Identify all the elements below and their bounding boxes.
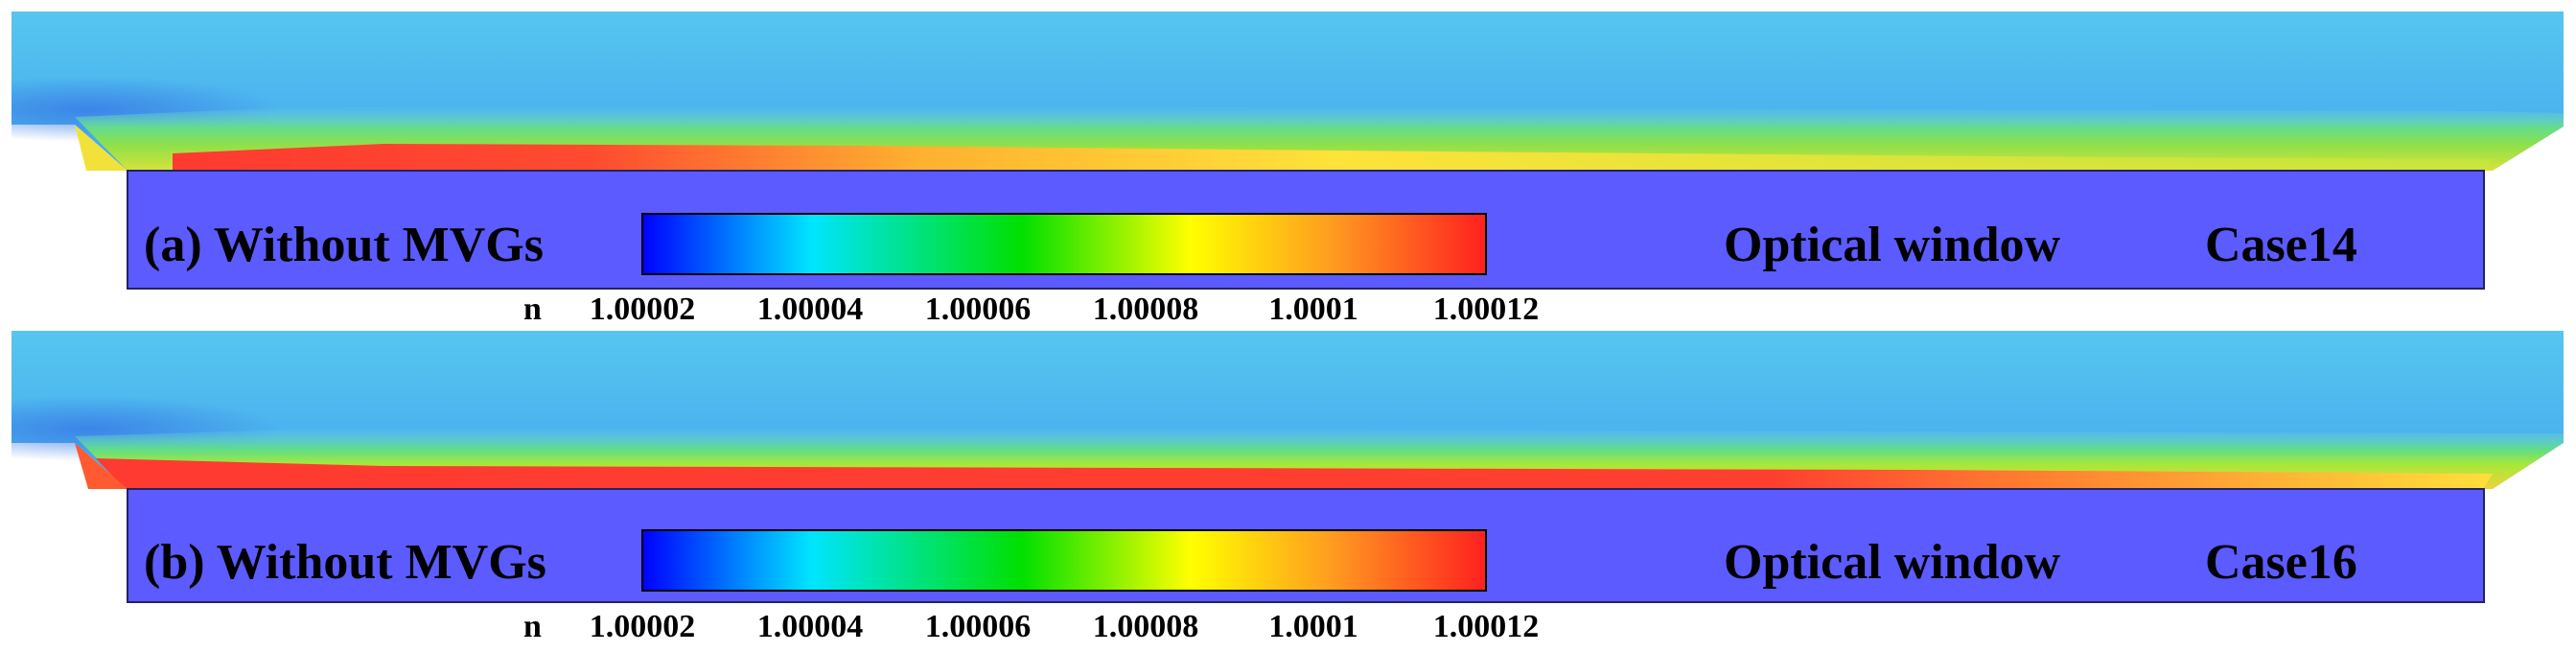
colorbar-tick-label: 1.00002: [590, 291, 696, 327]
colorbar-tick-label: 1.0001: [1268, 609, 1358, 644]
panel-label-a: (a) Without MVGs: [144, 218, 544, 272]
colorbar-tick-label: 1.00006: [925, 609, 1032, 644]
colorbar-tick-label: 1.00004: [757, 609, 864, 644]
optical-window-label-a: Optical window: [1724, 218, 2060, 272]
panel-label-b: (b) Without MVGs: [144, 535, 546, 590]
colorbar-tick-label: 1.00008: [1093, 609, 1199, 644]
optical-window-label-b: Optical window: [1724, 535, 2060, 590]
colorbar-ticks-a: 1.00002 1.00004 1.00006 1.00008 1.0001 1.0001…: [590, 291, 1540, 327]
colorbar-a: [641, 213, 1487, 275]
colorbar-tick-label: 1.00004: [757, 291, 864, 327]
colorbar-symbol-b: n: [523, 609, 542, 644]
case-label-a: Case14: [2205, 218, 2357, 272]
colorbar-tick-label: 1.00012: [1433, 291, 1540, 327]
panel-a: (a) Without MVGs Optical window Case14 n…: [12, 12, 2564, 327]
colorbar-tick-label: 1.0001: [1268, 291, 1358, 327]
colorbar-tick-label: 1.00006: [925, 291, 1032, 327]
case-label-b: Case16: [2205, 535, 2357, 590]
flow-field-a: [12, 12, 2564, 175]
colorbar-b: [641, 529, 1487, 592]
colorbar-tick-label: 1.00008: [1093, 291, 1199, 327]
panel-b: (b) Without MVGs Optical window Case16 n…: [12, 331, 2564, 644]
colorbar-ticks-b: 1.00002 1.00004 1.00006 1.00008 1.0001 1.0001…: [590, 609, 1540, 644]
colorbar-symbol-a: n: [523, 291, 542, 327]
colorbar-tick-label: 1.00012: [1433, 609, 1540, 644]
flow-field-b: [12, 331, 2564, 494]
colorbar-tick-label: 1.00002: [590, 609, 696, 644]
